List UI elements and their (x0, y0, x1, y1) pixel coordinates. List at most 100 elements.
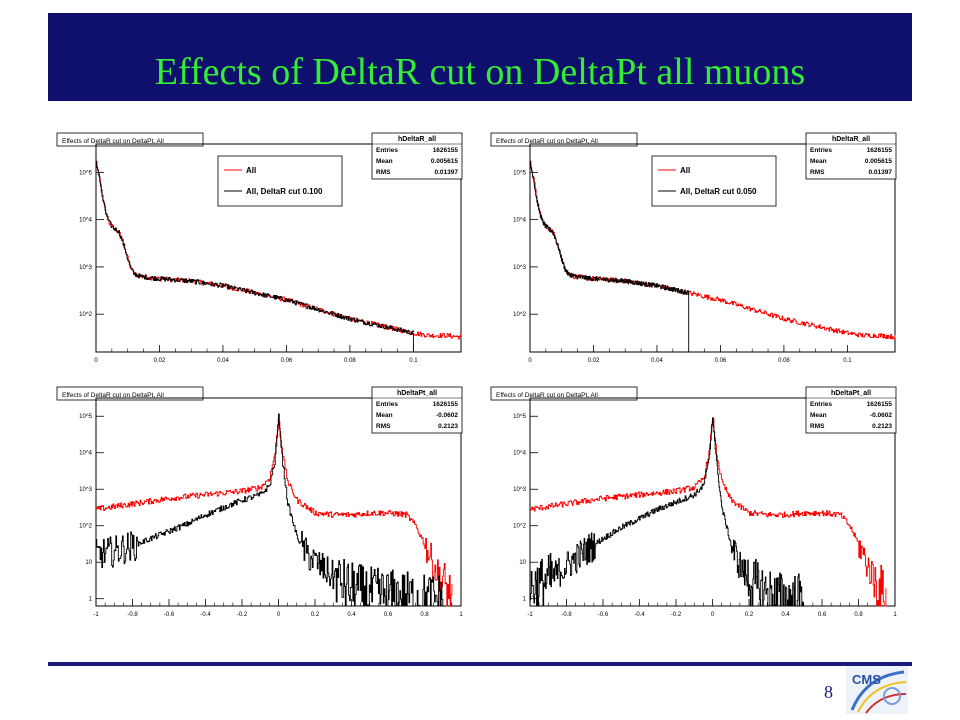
x-tick-label: 0.02 (154, 358, 166, 364)
legend-frame (217, 155, 343, 207)
stats-key: Mean (810, 158, 827, 165)
x-tick-label: 0 (94, 358, 98, 364)
x-tick-label: 0.2 (745, 612, 754, 618)
stats-name: hDeltaR_all (398, 136, 436, 143)
plot-frame (95, 143, 462, 353)
hist-title: Effects of DeltaR cut on DeltaPt, All (496, 138, 598, 145)
x-tick-label: 0.04 (217, 358, 229, 364)
x-tick-label: 0.06 (281, 358, 293, 364)
stats-frame (805, 386, 897, 434)
x-tick-label: 0.6 (384, 612, 393, 618)
svg-text:CMS: CMS (852, 672, 881, 687)
x-tick-label: 0.06 (715, 358, 727, 364)
series-line-cut (530, 417, 805, 607)
y-tick-label: 10 (85, 560, 92, 566)
series-line-all (530, 418, 887, 607)
y-tick-label: 10^5 (79, 414, 92, 420)
x-tick-label: 0.6 (818, 612, 827, 618)
slide-title: Effects of DeltaR cut on DeltaPt all muo… (154, 51, 806, 93)
stats-value: 0.005615 (431, 158, 458, 165)
x-tick-label: 0.4 (347, 612, 356, 618)
hist-title-frame (56, 386, 204, 401)
x-tick-label: -0.4 (200, 612, 211, 618)
stats-name: hDeltaR_all (832, 136, 870, 143)
hist-title-box: Effects of DeltaR cut on DeltaPt, All (56, 386, 204, 401)
hist-title: Effects of DeltaR cut on DeltaPt, All (496, 392, 598, 399)
y-tick-label: 10^3 (79, 265, 92, 271)
chart-svg: Effects of DeltaR cut on DeltaPt, All -1 -… (490, 384, 900, 642)
x-tick-label: 0 (277, 612, 281, 618)
hist-title-box: Effects of DeltaR cut on DeltaPt, All (490, 386, 638, 401)
chart-svg: Effects of DeltaR cut on DeltaPt, All -1 -… (56, 384, 466, 642)
stats-key: RMS (810, 423, 825, 430)
chart-svg: Effects of DeltaR cut on DeltaPt, All 0 0.… (56, 130, 466, 388)
stats-value: 0.005615 (865, 158, 892, 165)
y-tick-label: 10 (519, 560, 526, 566)
y-tick-label: 10^2 (513, 524, 526, 530)
x-tick-label: -0.2 (237, 612, 248, 618)
stats-key: RMS (376, 169, 391, 176)
x-tick-label: 0.2 (311, 612, 320, 618)
x-tick-label: -0.6 (164, 612, 175, 618)
series-line-all (530, 160, 896, 340)
hist-title-frame (56, 132, 204, 147)
y-tick-label: 10^4 (513, 218, 526, 224)
legend: All All, DeltaR cut 0.100 (217, 155, 343, 207)
legend-label: All (246, 166, 256, 175)
legend: All All, DeltaR cut 0.050 (651, 155, 777, 207)
hist-title-frame (490, 132, 638, 147)
series-line-cut (529, 160, 690, 295)
x-tick-label: 0.1 (843, 358, 852, 364)
x-tick-label: 0.02 (588, 358, 600, 364)
chart-panel-top-right: Effects of DeltaR cut on DeltaPt, All 0 0.… (490, 130, 900, 388)
series-line-cut (96, 413, 444, 607)
legend-label: All (680, 166, 690, 175)
y-tick-label: 10^4 (513, 451, 526, 457)
stats-key: RMS (376, 423, 391, 430)
stats-value: 0.2123 (438, 423, 458, 430)
stats-key: Mean (810, 412, 827, 419)
chart-panel-bottom-left: Effects of DeltaR cut on DeltaPt, All -1 -… (56, 384, 466, 642)
y-tick-label: 1 (523, 597, 527, 603)
footer-divider (48, 662, 912, 666)
stats-value: -0.0602 (870, 412, 892, 419)
y-tick-label: 10^2 (79, 524, 92, 530)
x-tick-label: 0 (711, 612, 715, 618)
stats-value: 1626155 (433, 147, 459, 154)
stats-key: Entries (810, 401, 832, 408)
series-line-cut (96, 160, 415, 336)
x-tick-label: -1 (527, 612, 533, 618)
stats-value: -0.0602 (436, 412, 458, 419)
x-tick-label: -1 (93, 612, 99, 618)
stats-frame (805, 132, 897, 180)
x-tick-label: 0.08 (344, 358, 356, 364)
stats-name: hDeltaPt_all (831, 390, 871, 397)
y-tick-label: 10^2 (513, 312, 526, 318)
y-tick-label: 10^3 (513, 487, 526, 493)
y-tick-label: 1 (89, 597, 93, 603)
y-tick-label: 10^3 (79, 487, 92, 493)
x-tick-label: 0.8 (420, 612, 429, 618)
stats-name: hDeltaPt_all (397, 390, 437, 397)
x-tick-label: 1 (459, 612, 463, 618)
stats-value: 1626155 (867, 147, 893, 154)
stats-box: hDeltaPt_all Entries 1626155 Mean -0.0602 RMS… (805, 386, 897, 434)
x-tick-label: 0.4 (781, 612, 790, 618)
stats-key: Mean (376, 412, 393, 419)
chart-svg: Effects of DeltaR cut on DeltaPt, All 0 0.… (490, 130, 900, 388)
chart-panel-bottom-right: Effects of DeltaR cut on DeltaPt, All -1 -… (490, 384, 900, 642)
x-tick-label: 0.04 (651, 358, 663, 364)
stats-key: Mean (376, 158, 393, 165)
y-tick-label: 10^4 (79, 451, 92, 457)
x-tick-label: -0.6 (598, 612, 609, 618)
stats-frame (371, 386, 463, 434)
stats-value: 1626155 (433, 401, 459, 408)
chart-panel-top-left: Effects of DeltaR cut on DeltaPt, All 0 0.… (56, 130, 466, 388)
x-tick-label: -0.2 (671, 612, 682, 618)
stats-value: 0.01397 (869, 169, 893, 176)
stats-key: RMS (810, 169, 825, 176)
x-tick-label: -0.8 (561, 612, 572, 618)
plot-frame (529, 143, 896, 353)
x-tick-label: 1 (893, 612, 897, 618)
